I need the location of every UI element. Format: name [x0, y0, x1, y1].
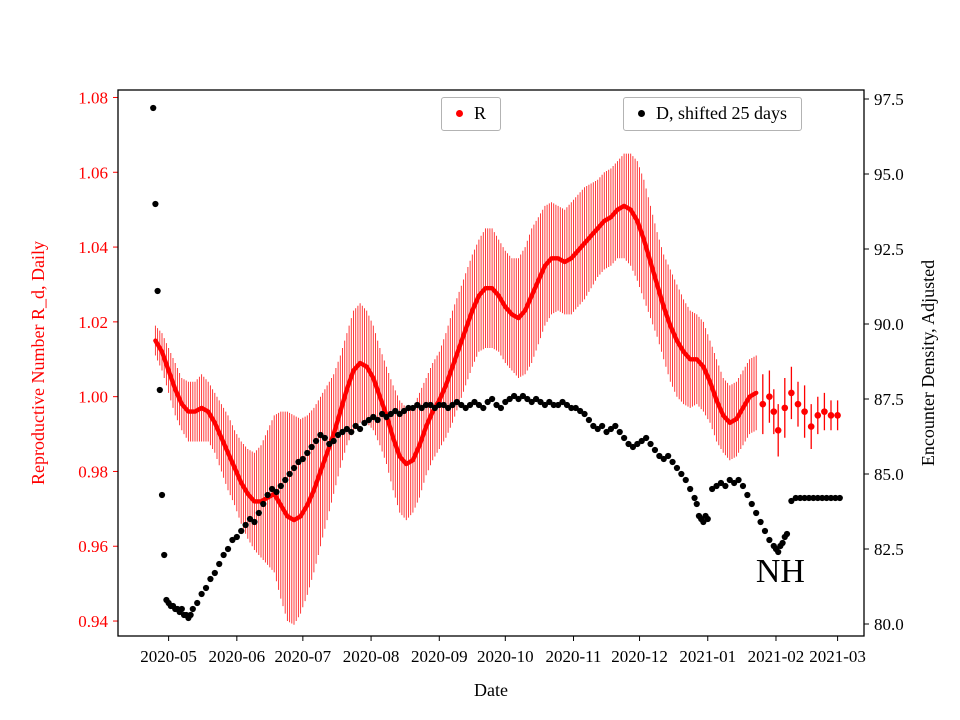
legend-d-series: D, shifted 25 days [623, 97, 802, 131]
legend-r-label: R [474, 103, 487, 123]
svg-text:Reproductive Number R_d, Daily: Reproductive Number R_d, Daily [28, 241, 48, 485]
svg-text:1.06: 1.06 [78, 163, 108, 182]
svg-text:2020-12: 2020-12 [611, 647, 668, 666]
svg-text:90.0: 90.0 [874, 315, 904, 334]
svg-text:Date: Date [474, 680, 508, 700]
svg-text:87.5: 87.5 [874, 390, 904, 409]
legend-d-label: D, shifted 25 days [656, 103, 787, 123]
d-series-marker-icon [638, 110, 645, 117]
svg-text:80.0: 80.0 [874, 615, 904, 634]
svg-text:1.08: 1.08 [78, 88, 108, 107]
svg-text:2021-01: 2021-01 [679, 647, 736, 666]
svg-text:0.98: 0.98 [78, 462, 108, 481]
svg-text:1.00: 1.00 [78, 388, 108, 407]
svg-text:2020-10: 2020-10 [477, 647, 534, 666]
svg-text:0.94: 0.94 [78, 612, 108, 631]
svg-text:2020-09: 2020-09 [411, 647, 468, 666]
svg-text:2020-11: 2020-11 [546, 647, 602, 666]
svg-text:2020-06: 2020-06 [208, 647, 265, 666]
svg-text:2020-05: 2020-05 [140, 647, 197, 666]
svg-text:97.5: 97.5 [874, 90, 904, 109]
svg-text:82.5: 82.5 [874, 540, 904, 559]
svg-text:85.0: 85.0 [874, 465, 904, 484]
legend-r-series: R [441, 97, 502, 131]
svg-text:2020-07: 2020-07 [275, 647, 332, 666]
svg-text:2021-02: 2021-02 [748, 647, 805, 666]
svg-text:Encounter Density, Adjusted: Encounter Density, Adjusted [918, 260, 938, 466]
svg-text:2021-03: 2021-03 [809, 647, 866, 666]
svg-text:0.96: 0.96 [78, 537, 108, 556]
svg-text:NH: NH [756, 553, 805, 590]
svg-text:1.02: 1.02 [78, 313, 108, 332]
svg-text:95.0: 95.0 [874, 165, 904, 184]
r-series-marker-icon [456, 110, 463, 117]
svg-text:1.04: 1.04 [78, 238, 108, 257]
svg-text:2020-08: 2020-08 [343, 647, 400, 666]
svg-text:92.5: 92.5 [874, 240, 904, 259]
